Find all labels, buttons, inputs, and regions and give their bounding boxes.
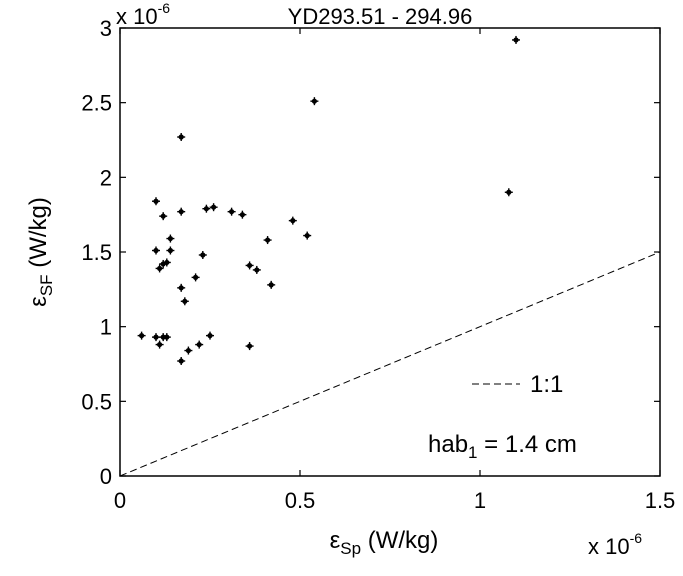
data-point bbox=[504, 188, 513, 197]
x-multiplier: x 10-6 bbox=[588, 530, 642, 559]
data-point bbox=[152, 246, 160, 255]
y-tick-label: 1.5 bbox=[81, 240, 112, 265]
x-tick-label: 0.5 bbox=[285, 488, 316, 513]
x-tick-label: 0 bbox=[114, 488, 126, 513]
y-tick-label: 3 bbox=[100, 16, 112, 41]
y-multiplier-exponent: -6 bbox=[158, 0, 171, 16]
data-point bbox=[195, 340, 204, 349]
data-point bbox=[177, 133, 186, 142]
data-point bbox=[191, 273, 200, 282]
data-point bbox=[310, 97, 319, 106]
data-point bbox=[198, 250, 207, 259]
data-point bbox=[166, 246, 175, 255]
y-tick-label: 2.5 bbox=[81, 91, 112, 116]
data-point bbox=[245, 261, 254, 270]
x-tick-label: 1.5 bbox=[645, 488, 676, 513]
y-multiplier-base: x 10 bbox=[116, 4, 158, 29]
data-point bbox=[152, 333, 160, 342]
ticks-layer: 0 0.5 1 1.5 0 0.5 1 1.5 2 2.5 3 bbox=[81, 16, 675, 513]
x-tick-label: 1 bbox=[474, 488, 486, 513]
data-point bbox=[162, 333, 171, 342]
annotation-subscript: 1 bbox=[468, 443, 477, 462]
y-tick-label: 1 bbox=[100, 315, 112, 340]
one-to-one-line bbox=[119, 251, 661, 477]
data-point bbox=[184, 346, 193, 355]
x-axis-unit: (W/kg) bbox=[361, 527, 438, 554]
x-axis-subscript: Sp bbox=[340, 539, 361, 558]
x-multiplier-base: x 10 bbox=[588, 534, 630, 559]
data-point bbox=[206, 331, 214, 340]
data-point bbox=[227, 207, 236, 216]
y-tick-label: 0 bbox=[100, 464, 112, 489]
data-point bbox=[209, 203, 218, 212]
data-point bbox=[303, 231, 312, 240]
data-point bbox=[263, 236, 272, 245]
annotation-text: hab bbox=[428, 431, 468, 458]
data-point bbox=[245, 342, 254, 351]
data-point bbox=[177, 283, 186, 292]
data-point bbox=[267, 280, 276, 289]
height-annotation: hab1 = 1.4 cm bbox=[428, 431, 577, 462]
data-point bbox=[166, 234, 175, 243]
y-axis-symbol: ε bbox=[25, 296, 52, 307]
chart-title: YD293.51 - 294.96 bbox=[288, 4, 473, 29]
y-tick-label: 0.5 bbox=[81, 389, 112, 414]
legend-layer: 1:1 bbox=[472, 371, 563, 398]
plot-frame bbox=[119, 27, 661, 477]
data-point bbox=[162, 258, 171, 267]
data-point bbox=[137, 331, 146, 340]
x-axis-label: εSp (W/kg) bbox=[330, 527, 439, 558]
data-point bbox=[180, 297, 189, 306]
data-point bbox=[252, 265, 261, 274]
y-axis-subscript: SF bbox=[37, 274, 56, 296]
x-multiplier-exponent: -6 bbox=[630, 530, 643, 546]
y-axis-unit: (W/kg) bbox=[25, 197, 52, 274]
data-point bbox=[177, 357, 186, 366]
data-point bbox=[177, 207, 186, 216]
data-point bbox=[152, 197, 160, 206]
y-axis-label: εSF (W/kg) bbox=[25, 197, 56, 307]
points-layer bbox=[137, 35, 520, 366]
data-point bbox=[155, 340, 164, 349]
data-point bbox=[512, 35, 520, 44]
y-tick-label: 2 bbox=[100, 165, 112, 190]
legend-label: 1:1 bbox=[530, 371, 563, 398]
annotation-suffix: = 1.4 cm bbox=[478, 431, 577, 458]
data-point bbox=[238, 210, 247, 219]
data-point bbox=[202, 204, 211, 213]
y-multiplier: x 10-6 bbox=[116, 0, 170, 29]
data-point bbox=[159, 212, 168, 221]
reference-layer bbox=[119, 251, 661, 477]
data-point bbox=[155, 264, 164, 273]
data-point bbox=[288, 216, 297, 225]
x-axis-symbol: ε bbox=[330, 527, 341, 554]
